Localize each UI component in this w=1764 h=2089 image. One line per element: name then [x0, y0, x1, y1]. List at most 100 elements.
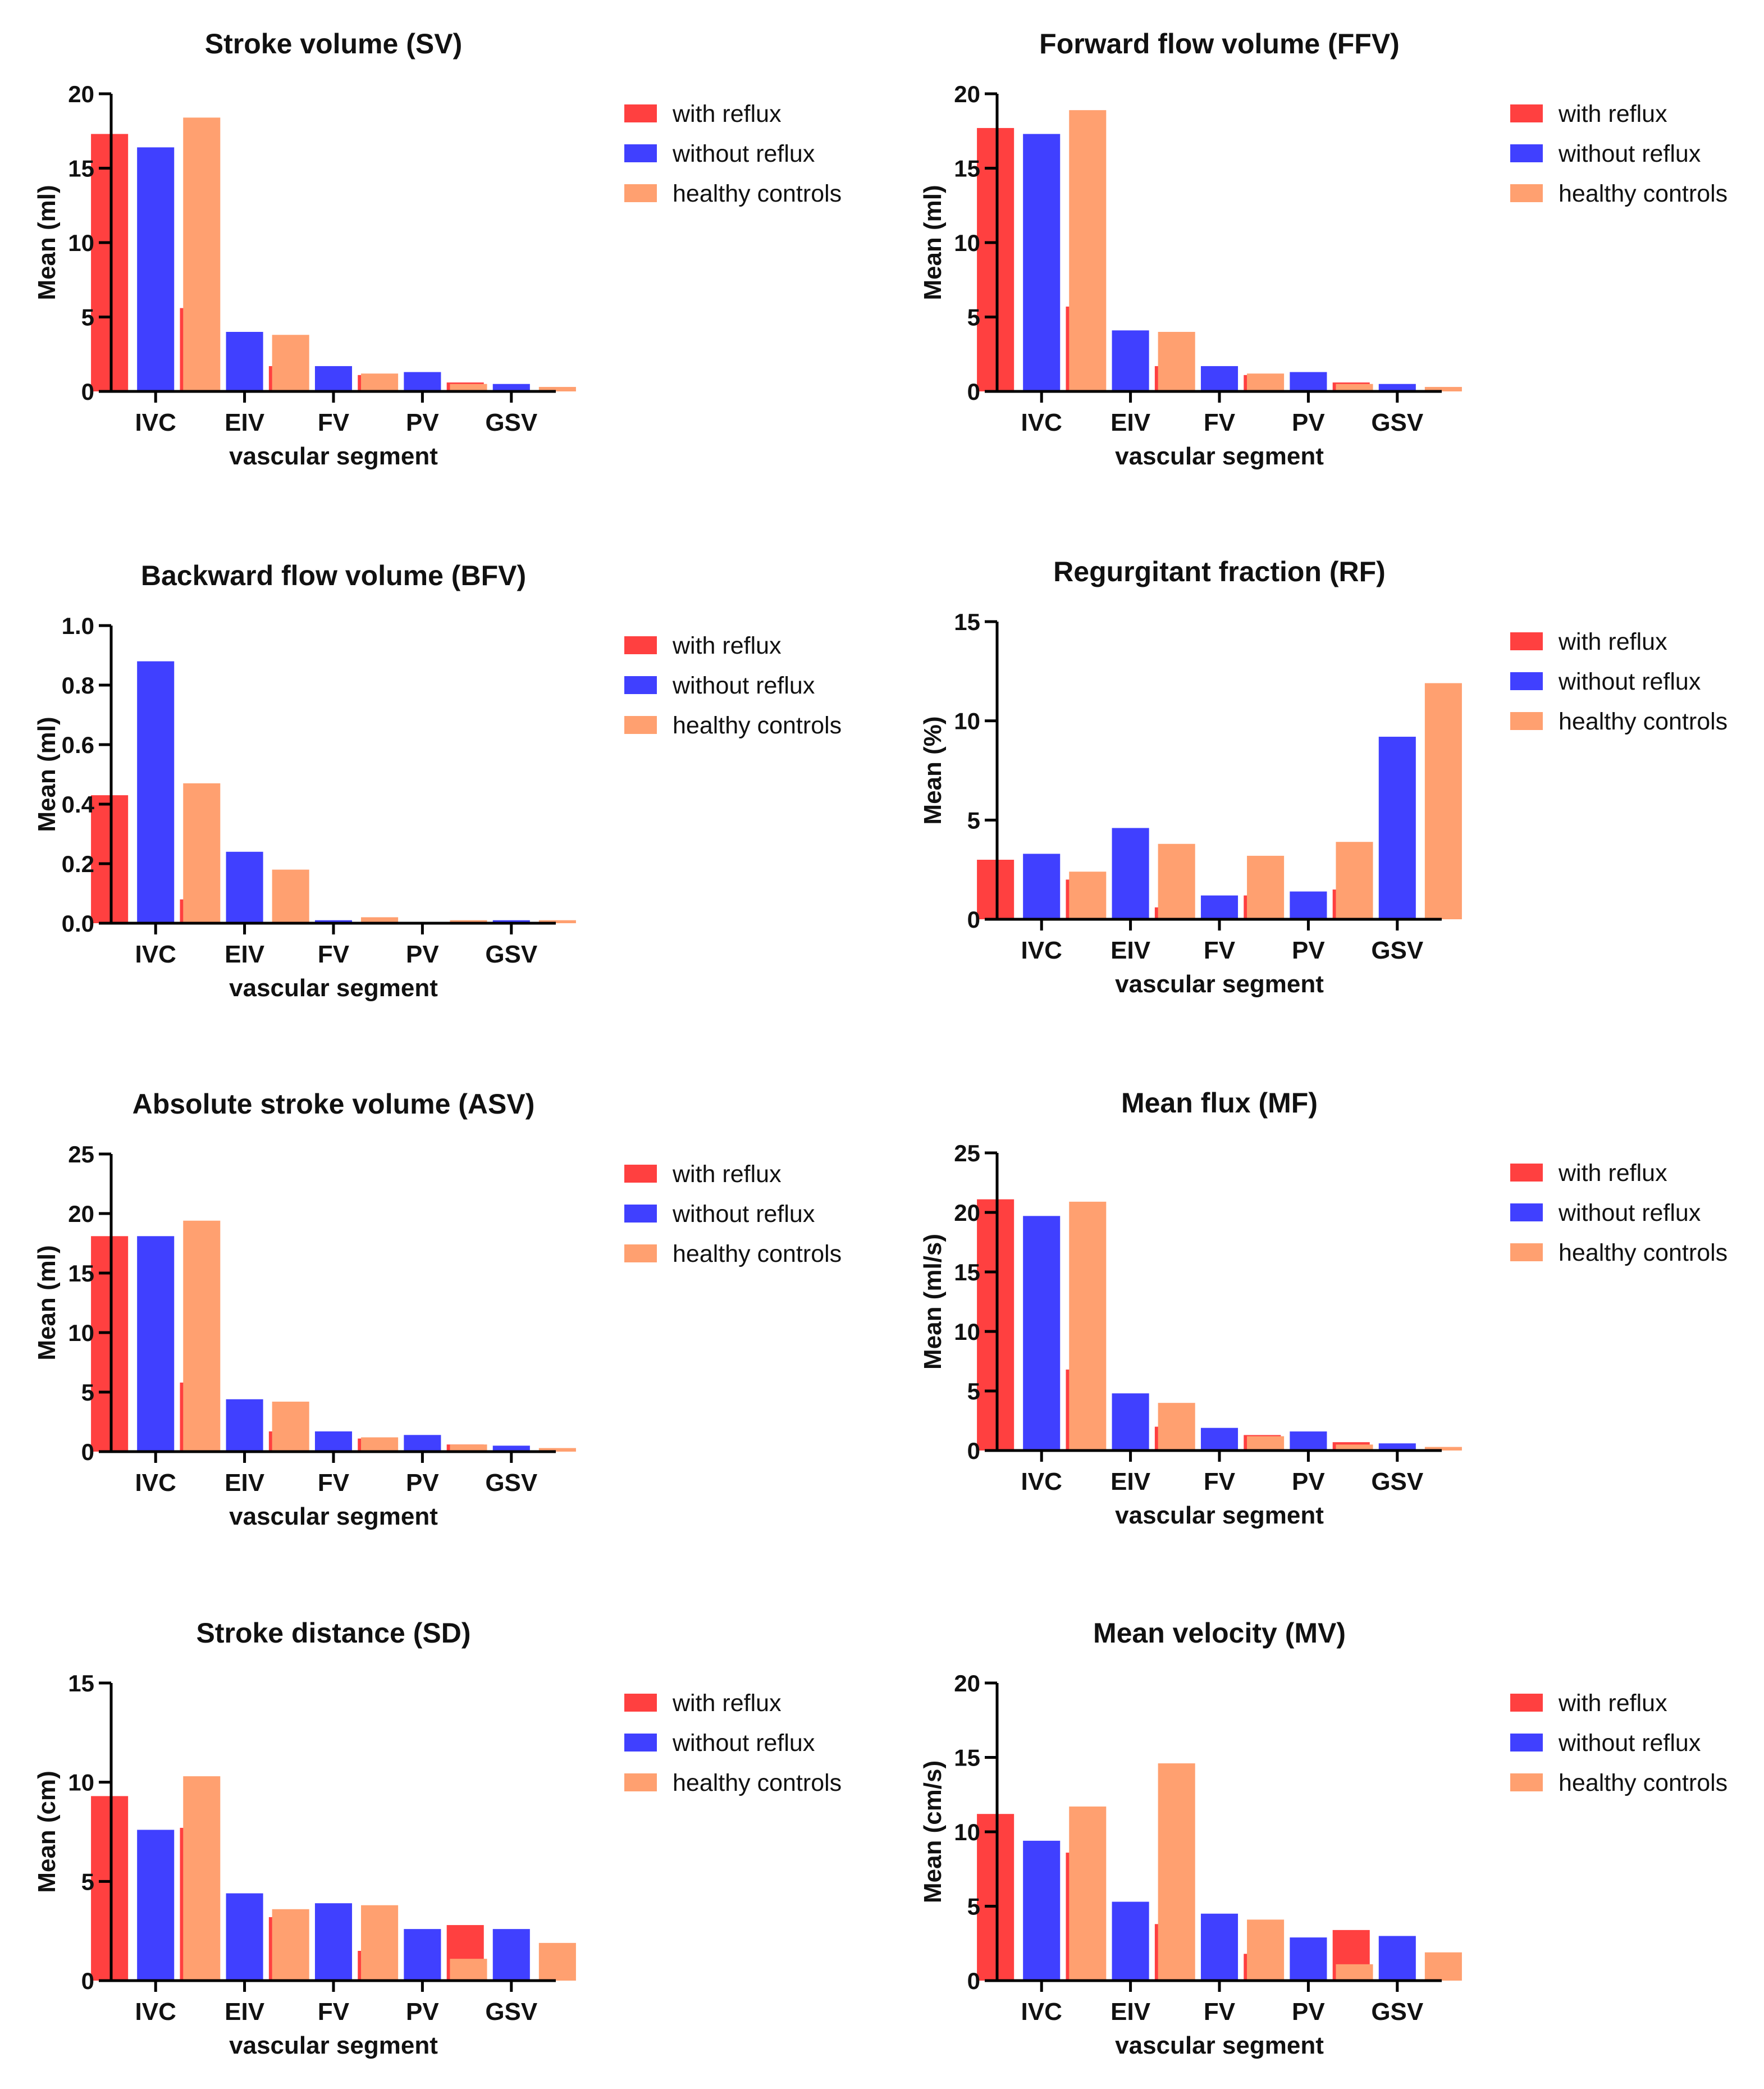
y-tick-label: 0 [967, 1438, 980, 1464]
legend-swatch [1510, 1694, 1543, 1712]
y-tick-label: 15 [954, 609, 980, 635]
x-axis-label: vascular segment [229, 443, 438, 470]
bar-without-reflux-FV [1200, 1913, 1239, 1981]
legend-label: with reflux [672, 1690, 782, 1717]
legend-label: with reflux [672, 101, 782, 127]
x-tick-label: FV [318, 1998, 350, 2026]
chart-panel-3: Backward flow volume (BFV) 0.0 0.2 0.4 0.6 0.… [33, 560, 842, 1002]
y-tick-label: 0 [81, 1968, 94, 1994]
legend-label: without reflux [1558, 140, 1701, 167]
x-tick-label: FV [318, 1469, 350, 1497]
bar-without-reflux-GSV [1378, 384, 1416, 391]
legend-swatch [1510, 1734, 1543, 1752]
bar-without-reflux-EIV [226, 851, 263, 923]
chart-panel-2: Forward flow volume (FFV) 0 5 10 15 20 IVC EIV F… [919, 28, 1728, 470]
y-tick-label: 20 [954, 81, 980, 107]
y-tick-label: 15 [68, 1670, 94, 1696]
legend-label: without reflux [1558, 668, 1701, 695]
x-tick-label: GSV [1371, 937, 1424, 964]
y-tick-label: 10 [68, 230, 94, 256]
chart-panel-4: Regurgitant fraction (RF) 0 5 10 15 IVC EIV FV P… [919, 556, 1728, 998]
legend-label: healthy controls [673, 1240, 842, 1267]
bar-healthy-controls-GSV [1424, 387, 1462, 391]
bar-without-reflux-FV [314, 1431, 353, 1452]
y-tick-label: 5 [967, 807, 980, 833]
x-tick-label: PV [406, 941, 439, 968]
legend-label: without reflux [672, 672, 815, 699]
x-tick-label: GSV [485, 1469, 538, 1497]
y-axis-label: Mean (ml) [33, 185, 61, 300]
x-tick-label: IVC [135, 1469, 176, 1497]
bar-healthy-controls-IVC [1069, 1806, 1107, 1981]
bar-with-reflux-IVC [977, 860, 1014, 919]
bar-healthy-controls-IVC [1069, 1201, 1107, 1451]
bar-healthy-controls-FV [361, 1437, 399, 1452]
legend-swatch [624, 716, 657, 734]
bar-healthy-controls-FV [1247, 373, 1285, 391]
bar-without-reflux-FV [1200, 1427, 1239, 1451]
x-tick-label: IVC [1021, 1998, 1062, 2026]
x-tick-label: GSV [1371, 1468, 1424, 1495]
x-tick-label: EIV [1111, 1998, 1151, 2026]
y-axis-label: Mean (ml/s) [919, 1234, 947, 1370]
chart-panel-6: Mean flux (MF) 0 5 10 15 20 25 IVC EIV FV PV GSV vas… [919, 1087, 1728, 1529]
bar-without-reflux-GSV [1378, 1443, 1416, 1451]
chart-title: Forward flow volume (FFV) [1039, 28, 1400, 60]
x-tick-label: FV [318, 409, 350, 436]
y-tick-label: 10 [954, 230, 980, 256]
y-tick-label: 0 [967, 378, 980, 405]
bar-healthy-controls-EIV [1158, 332, 1195, 391]
chart-panel-7: Stroke distance (SD) 0 5 10 15 IVC EIV FV PV GSV v… [33, 1617, 842, 2059]
x-tick-label: PV [406, 1998, 439, 2026]
y-tick-label: 15 [954, 156, 980, 182]
x-tick-label: IVC [135, 1998, 176, 2026]
x-tick-label: EIV [1111, 937, 1151, 964]
bar-without-reflux-IVC [1023, 1840, 1061, 1981]
bar-with-reflux-IVC [91, 1796, 129, 1981]
legend-label: healthy controls [1559, 1769, 1728, 1796]
x-axis-label: vascular segment [1115, 970, 1324, 998]
y-tick-label: 20 [954, 1199, 980, 1226]
bar-without-reflux-PV [404, 1929, 441, 1981]
bar-healthy-controls-EIV [272, 1401, 309, 1452]
x-tick-label: PV [1292, 1998, 1325, 2026]
bar-without-reflux-PV [404, 372, 441, 391]
legend-swatch [624, 636, 657, 654]
legend: with reflux without reflux healthy control… [624, 632, 842, 739]
x-tick-label: EIV [225, 941, 265, 968]
bar-without-reflux-GSV [492, 1445, 530, 1452]
legend-swatch [624, 1205, 657, 1223]
bar-healthy-controls-PV [1336, 1964, 1373, 1981]
legend-swatch [1510, 1773, 1543, 1791]
x-tick-label: EIV [225, 1998, 265, 2026]
y-tick-label: 15 [68, 156, 94, 182]
legend-label: without reflux [672, 1730, 815, 1757]
bar-without-reflux-EIV [226, 1399, 263, 1452]
x-tick-label: EIV [1111, 1468, 1151, 1495]
bar-without-reflux-PV [1290, 372, 1327, 391]
y-tick-label: 0.2 [62, 851, 94, 877]
legend-label: healthy controls [673, 1769, 842, 1796]
bar-healthy-controls-FV [361, 373, 399, 391]
y-tick-label: 15 [954, 1745, 980, 1771]
bar-without-reflux-PV [1290, 891, 1327, 919]
y-axis-label: Mean (ml) [33, 1245, 61, 1360]
chart-title: Stroke volume (SV) [205, 28, 462, 60]
y-tick-label: 0.4 [62, 791, 95, 818]
x-tick-label: EIV [225, 1469, 265, 1497]
y-axis-label: Mean (%) [919, 716, 947, 824]
x-tick-label: GSV [485, 1998, 538, 2026]
bar-healthy-controls-FV [361, 1905, 399, 1981]
legend-swatch [624, 1773, 657, 1791]
chart-title: Absolute stroke volume (ASV) [132, 1088, 535, 1120]
bar-healthy-controls-FV [361, 917, 399, 923]
legend-label: healthy controls [1559, 180, 1728, 207]
x-tick-label: FV [1204, 1998, 1236, 2026]
legend-label: with reflux [1558, 1160, 1667, 1187]
x-tick-label: EIV [1111, 409, 1151, 436]
y-tick-label: 25 [68, 1141, 94, 1167]
bar-without-reflux-FV [314, 920, 353, 923]
legend-swatch [1510, 712, 1543, 730]
y-tick-label: 25 [954, 1140, 980, 1166]
